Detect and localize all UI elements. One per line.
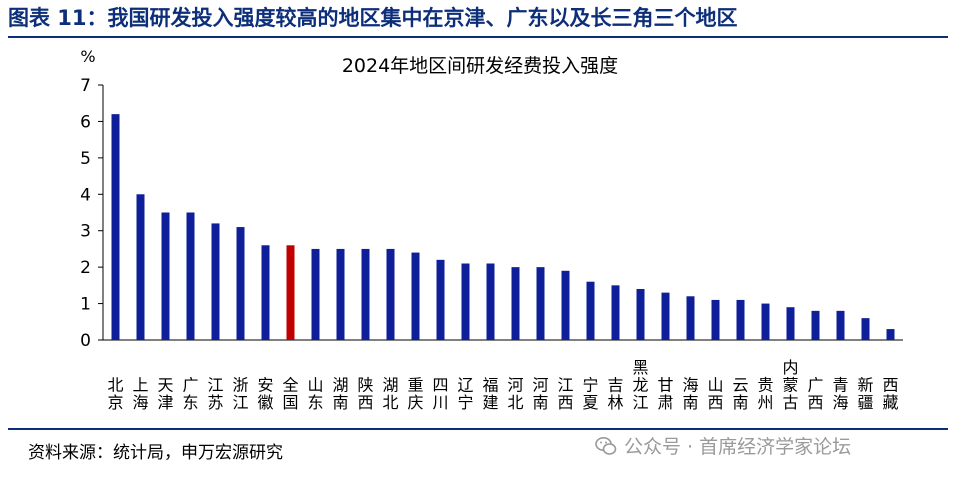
x-tick-label: 安徽 (257, 376, 273, 413)
y-tick-label: 7 (80, 76, 91, 96)
bar-4 (186, 212, 195, 340)
y-tick-label: 1 (80, 295, 91, 315)
bar-2 (136, 194, 145, 340)
bar-6 (236, 227, 245, 340)
x-tick-label: 山西 (707, 376, 723, 413)
bar-31 (861, 318, 870, 340)
chart-title: 2024年地区间研发经费投入强度 (342, 55, 618, 77)
y-tick-label: 0 (80, 331, 91, 351)
x-tick-label: 江苏 (207, 376, 223, 413)
bar-3 (161, 212, 170, 340)
bar-chart: 2024年地区间研发经费投入强度% 0 1 2 3 4 5 6 7 北京上海天津广东江苏浙江安徽全… (80, 47, 903, 413)
x-tick-label: 广东 (182, 376, 198, 413)
x-tick-label: 天津 (157, 376, 173, 413)
wechat-icon (595, 436, 617, 455)
x-tick-label: 甘肃 (657, 376, 673, 413)
top-divider (8, 36, 948, 38)
bar-27 (761, 303, 770, 340)
x-tick-label: 浙江 (232, 376, 248, 413)
bar-18 (536, 267, 545, 340)
bar-9 (311, 248, 320, 340)
bar-15 (461, 263, 470, 340)
y-tick-label: 6 (80, 112, 91, 132)
x-tick-label: 福建 (482, 376, 498, 413)
bar-17 (511, 267, 520, 340)
x-tick-label: 四川 (432, 376, 448, 413)
x-tick-label: 海南 (682, 376, 698, 413)
x-tick-label: 广西 (807, 376, 823, 413)
x-tick-label: 河南 (532, 376, 548, 413)
bar-16 (486, 263, 495, 340)
x-tick-label: 河北 (507, 376, 523, 413)
bar-32 (886, 329, 895, 340)
y-axis-unit-label: % (80, 47, 95, 66)
bar-30 (836, 310, 845, 340)
bar-7 (261, 245, 270, 340)
source-note: 资料来源：统计局，申万宏源研究 (28, 443, 283, 463)
bar-20 (586, 281, 595, 340)
x-tick-label: 宁夏 (582, 376, 598, 413)
bar-22 (636, 289, 645, 340)
bar-12 (386, 248, 395, 340)
x-tick-label: 山东 (307, 376, 323, 413)
x-tick-label: 湖南 (332, 376, 348, 413)
bar-28 (786, 307, 795, 340)
bar-19 (561, 270, 570, 340)
x-tick-label: 全国 (282, 376, 298, 413)
x-tick-label: 辽宁 (457, 376, 473, 413)
bar-26 (736, 299, 745, 340)
x-tick-label: 重庆 (407, 376, 423, 413)
x-tick-label: 上海 (132, 376, 148, 413)
x-tick-label: 陕西 (357, 376, 373, 413)
bottom-divider (8, 428, 948, 430)
y-tick-label: 4 (80, 185, 91, 205)
x-tick-label: 吉林 (607, 376, 623, 413)
bar-8 (286, 245, 295, 340)
bar-10 (336, 248, 345, 340)
x-tick-label: 黑龙江 (632, 358, 648, 412)
bar-13 (411, 252, 420, 340)
figure-title: 图表 11：我国研发投入强度较高的地区集中在京津、广东以及长三角三个地区 (8, 6, 738, 30)
x-tick-label: 北京 (107, 376, 123, 413)
x-tick-label: 青海 (832, 376, 848, 413)
y-tick-label: 2 (80, 258, 91, 278)
x-tick-label: 新疆 (857, 376, 873, 413)
x-tick-label: 云南 (732, 376, 748, 413)
x-tick-label: 江西 (557, 376, 573, 413)
watermark-text: 公众号 · 首席经济学家论坛 (624, 436, 852, 458)
x-tick-label: 湖北 (382, 376, 398, 413)
bar-14 (436, 259, 445, 340)
y-tick-label: 3 (80, 222, 91, 242)
bar-29 (811, 310, 820, 340)
bar-23 (661, 292, 670, 340)
y-tick-label: 5 (80, 149, 91, 169)
x-tick-label: 贵州 (757, 376, 773, 413)
x-tick-label: 内蒙古 (782, 358, 798, 412)
bar-1 (111, 114, 120, 341)
bar-5 (211, 223, 220, 340)
bar-25 (711, 299, 720, 340)
bar-24 (686, 296, 695, 340)
watermark: 公众号 · 首席经济学家论坛 (594, 432, 851, 459)
x-tick-label: 西藏 (882, 376, 898, 413)
bar-11 (361, 248, 370, 340)
bar-21 (611, 285, 620, 340)
